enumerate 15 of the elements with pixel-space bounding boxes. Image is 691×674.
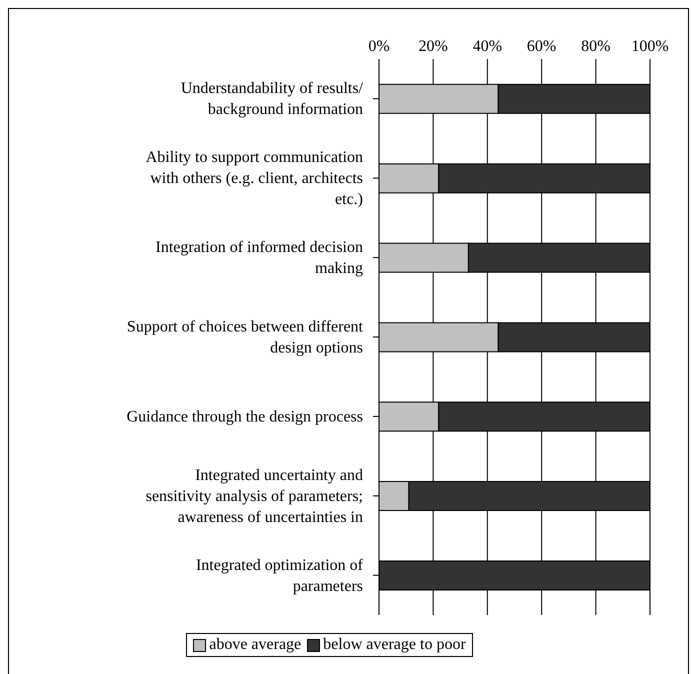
- y-tick-label: Guidance through the design process: [126, 408, 363, 425]
- y-tick-label: Ability to support communication with others (e.g. client, architects etc.): [146, 148, 363, 208]
- y-tick-label: Integration of informed decision making: [156, 238, 363, 277]
- x-tick-label: 0%: [368, 38, 390, 55]
- y-tick-label: Support of choices between different design options: [126, 318, 364, 356]
- legend-label: below average to poor: [322, 636, 466, 654]
- x-tick-label: 60%: [526, 38, 556, 55]
- x-tick-label: 20%: [418, 38, 448, 55]
- y-tick-label: Integrated optimization of parameters: [196, 556, 364, 594]
- x-tick-label: 40%: [472, 38, 502, 55]
- legend-label: above average: [208, 636, 302, 654]
- x-tick-label: 80%: [581, 38, 610, 55]
- y-tick-label: Integrated uncertainty and sensitivity analysis of parameters; awareness of uncertainties in: [146, 466, 363, 526]
- x-tick-label: 100%: [631, 38, 669, 55]
- y-tick-label: Understandability of results/ background information: [180, 80, 364, 118]
